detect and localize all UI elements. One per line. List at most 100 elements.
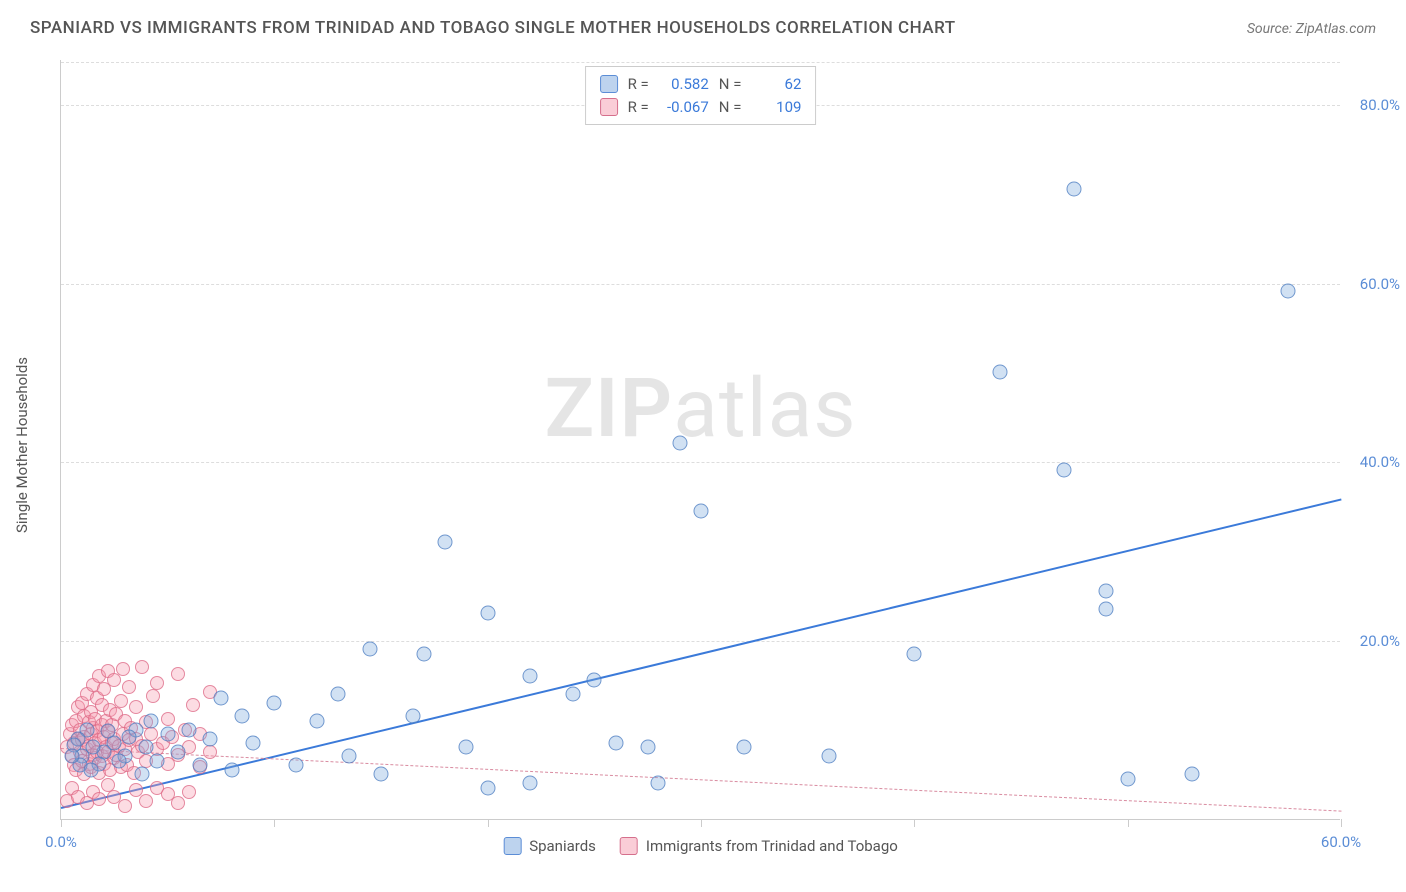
scatter-point bbox=[171, 796, 185, 810]
scatter-point bbox=[651, 776, 666, 791]
scatter-point bbox=[736, 740, 751, 755]
scatter-point bbox=[523, 776, 538, 791]
trend-line-pink bbox=[61, 748, 1341, 812]
grid-line bbox=[61, 62, 1340, 63]
scatter-point bbox=[246, 736, 261, 751]
scatter-point bbox=[143, 713, 158, 728]
swatch-pink-icon bbox=[600, 98, 618, 116]
scatter-point bbox=[129, 700, 143, 714]
y-axis-label: Single Mother Households bbox=[13, 357, 31, 533]
scatter-point bbox=[203, 745, 217, 759]
swatch-blue-icon bbox=[503, 837, 521, 855]
swatch-pink-icon bbox=[620, 837, 638, 855]
x-tick bbox=[1341, 819, 1342, 827]
scatter-point bbox=[235, 709, 250, 724]
scatter-point bbox=[822, 749, 837, 764]
scatter-point bbox=[1184, 767, 1199, 782]
scatter-point bbox=[310, 713, 325, 728]
scatter-point bbox=[171, 744, 186, 759]
scatter-point bbox=[139, 740, 154, 755]
x-tick bbox=[1128, 819, 1129, 827]
x-tick bbox=[914, 819, 915, 827]
legend-stats: R = 0.582 N = 62 R = -0.067 N = 109 bbox=[585, 66, 817, 125]
legend-stats-row-1: R = -0.067 N = 109 bbox=[600, 96, 802, 119]
scatter-point bbox=[150, 753, 165, 768]
x-tick bbox=[488, 819, 489, 827]
scatter-point bbox=[139, 794, 153, 808]
scatter-point bbox=[907, 646, 922, 661]
scatter-point bbox=[608, 736, 623, 751]
plot-region: ZIPatlas R = 0.582 N = 62 R = -0.067 N =… bbox=[60, 60, 1340, 820]
watermark: ZIPatlas bbox=[544, 361, 856, 457]
scatter-point bbox=[182, 722, 197, 737]
y-tick-label: 40.0% bbox=[1360, 453, 1400, 471]
y-tick-label: 20.0% bbox=[1360, 632, 1400, 650]
scatter-point bbox=[1280, 284, 1295, 299]
scatter-point bbox=[186, 698, 200, 712]
scatter-point bbox=[459, 740, 474, 755]
grid-line bbox=[61, 284, 1340, 285]
scatter-point bbox=[587, 673, 602, 688]
title-bar: SPANIARD VS IMMIGRANTS FROM TRINIDAD AND… bbox=[0, 0, 1406, 46]
legend-series-item-1: Immigrants from Trinidad and Tobago bbox=[620, 837, 898, 855]
scatter-point bbox=[438, 534, 453, 549]
scatter-point bbox=[1099, 601, 1114, 616]
source-label: Source: ZipAtlas.com bbox=[1247, 21, 1376, 37]
scatter-point bbox=[100, 724, 115, 739]
scatter-point bbox=[267, 695, 282, 710]
scatter-point bbox=[374, 767, 389, 782]
scatter-point bbox=[416, 646, 431, 661]
scatter-point bbox=[363, 642, 378, 657]
legend-series: Spaniards Immigrants from Trinidad and T… bbox=[503, 837, 898, 855]
scatter-point bbox=[146, 689, 160, 703]
grid-line bbox=[61, 462, 1340, 463]
scatter-point bbox=[480, 780, 495, 795]
x-tick-label: 0.0% bbox=[45, 833, 77, 851]
scatter-point bbox=[566, 686, 581, 701]
scatter-point bbox=[182, 785, 196, 799]
scatter-point bbox=[92, 792, 106, 806]
scatter-point bbox=[640, 740, 655, 755]
x-tick bbox=[61, 819, 62, 827]
scatter-point bbox=[83, 762, 98, 777]
scatter-point bbox=[64, 748, 79, 763]
swatch-blue-icon bbox=[600, 75, 618, 93]
chart-area: Single Mother Households ZIPatlas R = 0.… bbox=[50, 60, 1360, 830]
grid-line bbox=[61, 641, 1340, 642]
y-tick-label: 80.0% bbox=[1360, 96, 1400, 114]
trend-line-blue bbox=[61, 498, 1341, 808]
scatter-point bbox=[992, 364, 1007, 379]
x-tick bbox=[701, 819, 702, 827]
scatter-point bbox=[144, 727, 158, 741]
scatter-point bbox=[116, 662, 130, 676]
scatter-point bbox=[111, 753, 126, 768]
scatter-point bbox=[203, 731, 218, 746]
scatter-point bbox=[672, 436, 687, 451]
scatter-point bbox=[122, 729, 137, 744]
x-tick bbox=[274, 819, 275, 827]
scatter-point bbox=[694, 503, 709, 518]
scatter-point bbox=[160, 727, 175, 742]
y-tick-label: 60.0% bbox=[1360, 275, 1400, 293]
scatter-point bbox=[480, 606, 495, 621]
scatter-point bbox=[107, 673, 121, 687]
scatter-point bbox=[288, 758, 303, 773]
scatter-point bbox=[122, 680, 136, 694]
chart-title: SPANIARD VS IMMIGRANTS FROM TRINIDAD AND… bbox=[30, 18, 956, 38]
scatter-point bbox=[118, 799, 132, 813]
scatter-point bbox=[523, 668, 538, 683]
scatter-point bbox=[331, 686, 346, 701]
scatter-point bbox=[135, 660, 149, 674]
scatter-point bbox=[135, 767, 150, 782]
scatter-point bbox=[1120, 771, 1135, 786]
scatter-point bbox=[114, 694, 128, 708]
scatter-point bbox=[192, 758, 207, 773]
scatter-point bbox=[406, 709, 421, 724]
scatter-point bbox=[150, 676, 164, 690]
scatter-point bbox=[224, 762, 239, 777]
scatter-point bbox=[1067, 181, 1082, 196]
legend-stats-row-0: R = 0.582 N = 62 bbox=[600, 73, 802, 96]
scatter-point bbox=[1056, 463, 1071, 478]
scatter-point bbox=[214, 691, 229, 706]
scatter-point bbox=[1099, 584, 1114, 599]
